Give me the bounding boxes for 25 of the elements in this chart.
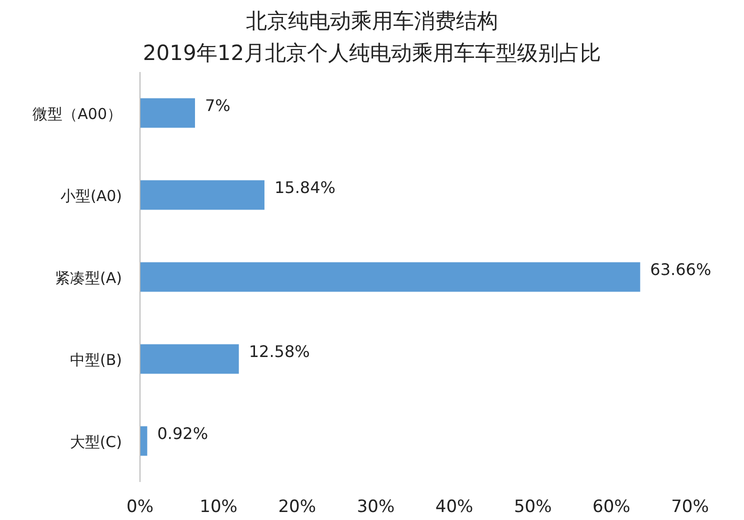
x-tick-label: 70% bbox=[671, 497, 709, 517]
bar bbox=[140, 180, 264, 210]
bar bbox=[140, 98, 195, 128]
y-tick-label: 紧凑型(A) bbox=[55, 269, 122, 287]
y-tick-label: 大型(C) bbox=[70, 433, 122, 451]
data-label: 63.66% bbox=[650, 260, 712, 279]
data-label: 12.58% bbox=[248, 342, 310, 361]
data-label: 0.92% bbox=[157, 424, 208, 443]
x-tick-label: 20% bbox=[278, 497, 316, 517]
x-tick-label: 0% bbox=[126, 497, 154, 517]
chart-subtitle: 2019年12月北京个人纯电动乘用车车型级别占比 bbox=[142, 41, 602, 65]
x-tick-label: 10% bbox=[200, 497, 238, 517]
x-tick-label: 30% bbox=[356, 497, 395, 517]
y-tick-label: 中型(B) bbox=[70, 351, 122, 369]
y-tick-label: 小型(A0) bbox=[60, 187, 122, 205]
bar bbox=[140, 262, 640, 292]
x-tick-label: 40% bbox=[435, 497, 474, 517]
data-label: 15.84% bbox=[274, 178, 336, 197]
data-label: 7% bbox=[205, 96, 230, 115]
x-tick-label: 50% bbox=[514, 497, 552, 517]
bar bbox=[140, 426, 148, 456]
chart-title: 北京纯电动乘用车消费结构 bbox=[246, 9, 498, 33]
bar bbox=[140, 344, 239, 374]
y-tick-label: 微型（A00） bbox=[32, 105, 122, 123]
x-tick-label: 60% bbox=[592, 497, 630, 517]
